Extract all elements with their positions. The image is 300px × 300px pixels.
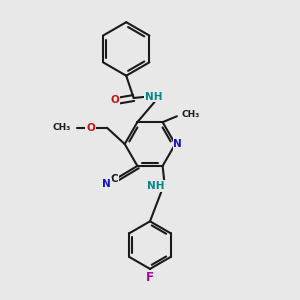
Text: O: O <box>111 95 120 105</box>
Text: CH₃: CH₃ <box>181 110 199 119</box>
Text: C: C <box>110 174 118 184</box>
Text: NH: NH <box>147 181 164 191</box>
Text: O: O <box>86 123 95 133</box>
Text: F: F <box>146 271 154 284</box>
Text: N: N <box>102 179 111 189</box>
Text: N: N <box>173 139 182 149</box>
Text: CH₃: CH₃ <box>52 123 70 132</box>
Text: NH: NH <box>145 92 163 101</box>
